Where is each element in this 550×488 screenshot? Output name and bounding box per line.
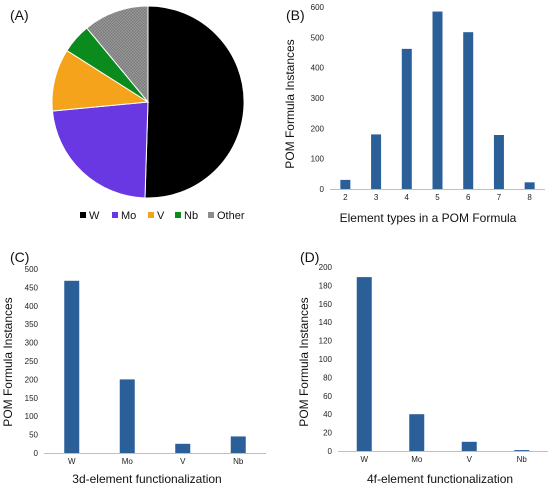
chart-c-x-tick-label: V <box>180 457 186 466</box>
chart-b-bar-7 <box>493 135 504 189</box>
pie-slice-w <box>144 5 245 199</box>
chart-b-bar-2 <box>340 179 351 189</box>
chart-c-x-tick-label: W <box>68 457 76 466</box>
pie-slices <box>51 5 245 199</box>
chart-d-bar-mo <box>409 414 425 451</box>
chart-d-y-tick-label: 80 <box>323 373 332 382</box>
chart-d-x-tick-label: W <box>360 455 368 464</box>
chart-d-y-tick-label: 40 <box>323 410 332 419</box>
chart-d-y-tick-label: 200 <box>319 263 333 272</box>
panel-label-d: (D) <box>300 249 319 265</box>
chart-b-plot: 0 100 200 300 400 500 600 2 3 4 5 6 7 8 <box>311 3 545 202</box>
chart-c-y-tick-label: 250 <box>25 357 39 366</box>
chart-d-xlabel: 4f-element functionalization <box>367 472 513 486</box>
chart-d-x-tick-label: Mo <box>411 455 423 464</box>
legend-label-other: Other <box>217 210 245 222</box>
legend-swatch-w <box>80 212 86 218</box>
chart-b-y-tick-label: 300 <box>311 94 325 103</box>
chart-c-y-tick-label: 0 <box>34 449 39 458</box>
panel-label-a: (A) <box>10 7 29 23</box>
chart-b-y-tick-label: 100 <box>311 155 325 164</box>
legend-swatch-nb <box>175 212 181 218</box>
chart-b-xlabel: Element types in a POM Formula <box>340 211 517 225</box>
chart-d-y-tick-label: 20 <box>323 429 332 438</box>
chart-b-y-tick-label: 200 <box>311 124 325 133</box>
chart-b-bar-3 <box>371 134 382 189</box>
chart-d-y-tick-label: 60 <box>323 392 332 401</box>
chart-c-y-tick-label: 400 <box>25 302 39 311</box>
chart-d-y-tick-label: 140 <box>319 318 333 327</box>
chart-b-x-tick-label: 4 <box>405 193 410 202</box>
legend-label-w: W <box>89 210 100 222</box>
chart-c-y-tick-label: 100 <box>25 412 39 421</box>
chart-d-plot: 0 20 40 60 80 100 120 140 160 180 200 W Mo V Nb <box>319 263 548 464</box>
chart-b-y-tick-label: 600 <box>311 3 325 12</box>
chart-c-y-tick-label: 350 <box>25 320 39 329</box>
chart-b-x-tick-label: 5 <box>435 193 440 202</box>
legend-swatch-v <box>148 212 154 218</box>
chart-c-bar-nb <box>230 436 246 453</box>
pie-legend: W Mo V Nb Other <box>80 210 245 222</box>
chart-c-x-tick-label: Mo <box>122 457 134 466</box>
chart-c-plot: 0 50 100 150 200 250 300 350 400 450 500 W Mo V Nb <box>25 265 266 466</box>
pie-slice-mo <box>51 101 149 199</box>
chart-b-x-tick-label: 8 <box>527 193 532 202</box>
panel-label-b: (B) <box>286 7 305 23</box>
chart-c-y-tick-label: 500 <box>25 265 39 274</box>
chart-c-bar-w <box>64 280 80 453</box>
bar-chart-panel-b: (B) 0 100 200 300 400 500 600 2 3 4 5 6 7 8 Element t… <box>283 3 545 225</box>
chart-b-x-tick-label: 2 <box>343 193 348 202</box>
chart-b-y-tick-label: 400 <box>311 64 325 73</box>
chart-b-bar-6 <box>463 32 474 190</box>
chart-c-y-tick-label: 50 <box>29 431 38 440</box>
chart-c-x-tick-label: Nb <box>233 457 244 466</box>
chart-d-bar-nb <box>514 450 530 451</box>
chart-c-bar-mo <box>119 379 135 453</box>
chart-d-bar-v <box>461 441 477 451</box>
chart-b-x-tick-label: 7 <box>497 193 502 202</box>
chart-b-x-tick-label: 6 <box>466 193 471 202</box>
chart-d-bar-w <box>356 277 372 451</box>
chart-d-y-tick-label: 120 <box>319 337 333 346</box>
chart-d-x-tick-label: V <box>467 455 473 464</box>
legend-label-v: V <box>157 210 165 222</box>
chart-b-bar-4 <box>401 48 412 189</box>
panel-label-c: (C) <box>10 249 29 265</box>
chart-d-y-tick-label: 0 <box>328 447 333 456</box>
legend-swatch-other <box>208 212 214 218</box>
chart-c-y-tick-label: 300 <box>25 339 39 348</box>
chart-c-ylabel: POM Formula Instances <box>1 297 15 426</box>
chart-d-y-tick-label: 160 <box>319 300 333 309</box>
chart-b-x-tick-label: 3 <box>374 193 379 202</box>
chart-b-bar-8 <box>524 182 535 189</box>
pie-chart-panel: (A) W Mo V Nb Other <box>10 5 245 222</box>
legend-swatch-mo <box>112 212 118 218</box>
chart-c-y-tick-label: 150 <box>25 394 39 403</box>
chart-d-y-tick-label: 100 <box>319 355 333 364</box>
bar-chart-panel-c: (C) 0 50 100 150 200 250 300 350 400 450 500 W Mo V Nb… <box>1 249 266 486</box>
chart-b-y-tick-label: 0 <box>320 185 325 194</box>
chart-d-x-tick-label: Nb <box>517 455 528 464</box>
pie-slice-other <box>86 5 149 104</box>
chart-c-y-tick-label: 200 <box>25 375 39 384</box>
chart-b-ylabel: POM Formula Instances <box>283 39 297 168</box>
chart-d-y-tick-label: 180 <box>319 281 333 290</box>
chart-b-y-tick-label: 500 <box>311 33 325 42</box>
chart-c-y-tick-label: 450 <box>25 283 39 292</box>
legend-label-nb: Nb <box>184 210 198 222</box>
chart-d-ylabel: POM Formula Instances <box>297 297 311 426</box>
bar-chart-panel-d: (D) 0 20 40 60 80 100 120 140 160 180 200 W Mo V Nb 4f… <box>297 249 548 486</box>
chart-b-bar-5 <box>432 11 443 189</box>
chart-c-xlabel: 3d-element functionalization <box>72 472 221 486</box>
legend-label-mo: Mo <box>121 210 136 222</box>
chart-c-bar-v <box>175 443 191 453</box>
